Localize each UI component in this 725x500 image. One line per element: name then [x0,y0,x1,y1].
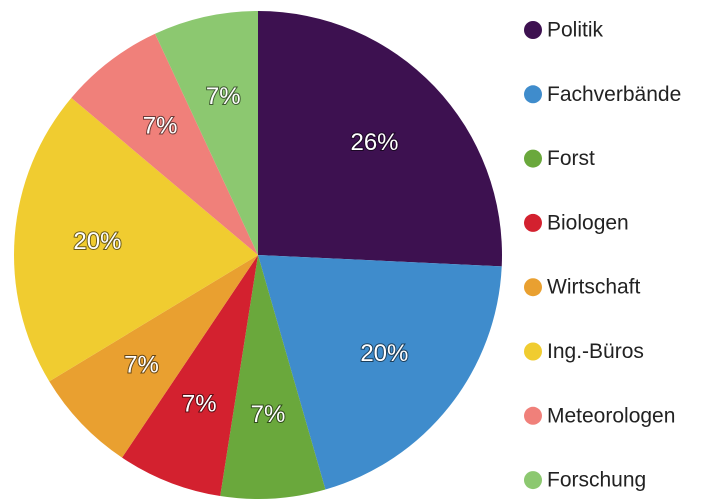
value-label: 7% [124,352,159,379]
legend-label: Fachverbände [547,83,681,106]
legend-label: Wirtschaft [547,276,641,299]
legend-swatch [524,342,542,361]
legend-label: Forschung [547,469,646,492]
value-label: 26% [350,129,398,156]
legend-swatch [524,21,542,39]
legend-swatch [524,406,542,425]
value-label: 20% [360,340,408,367]
legend-label: Politik [547,19,604,42]
legend-label: Forst [547,147,595,170]
legend-swatch [524,471,542,490]
legend-swatch [524,278,542,297]
value-label: 7% [251,401,286,428]
pie-slice [220,255,326,499]
pie-slice [258,255,502,490]
value-label: 7% [206,83,241,110]
legend-label: Ing.-Büros [547,340,644,363]
legend-label: Meteorologen [547,404,675,427]
value-label: 7% [143,112,178,139]
pie-slice [155,11,258,255]
legend-swatch [524,149,542,168]
pie-slice [122,255,258,497]
pie-slice [258,11,502,267]
pie-slice [49,255,258,458]
pie-slice [13,97,258,382]
legend-label: Biologen [547,211,629,234]
legend-swatch [524,213,542,232]
value-label: 7% [182,390,217,417]
value-label: 20% [73,228,121,255]
legend-swatch [524,85,542,104]
pie-slice [71,33,258,256]
